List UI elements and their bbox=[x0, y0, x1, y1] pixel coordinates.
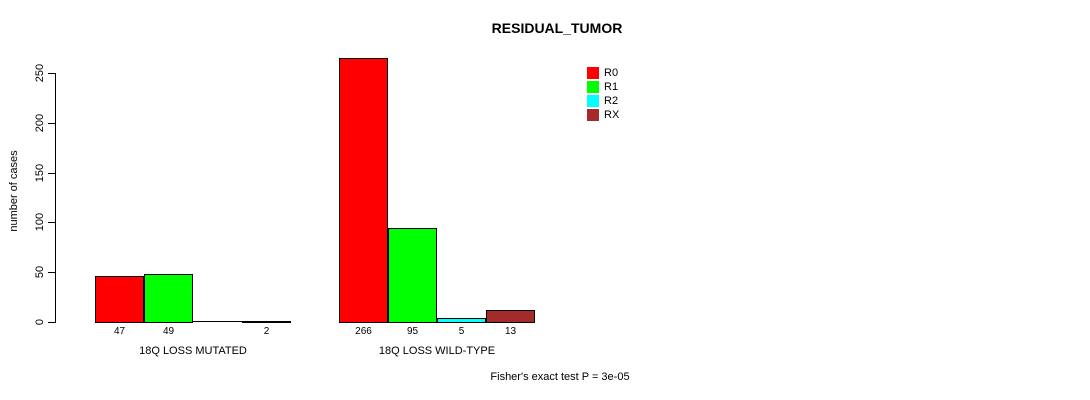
bar-value-label: 2 bbox=[263, 326, 270, 337]
legend-item: R2 bbox=[587, 94, 619, 108]
bar bbox=[144, 274, 193, 323]
stat-note: Fisher's exact test P = 3e-05 bbox=[490, 371, 630, 383]
legend-item: R0 bbox=[587, 66, 619, 80]
y-tick bbox=[48, 222, 55, 223]
y-tick bbox=[48, 123, 55, 124]
y-axis-label: number of cases bbox=[8, 150, 20, 232]
legend: R0 R1 R2 RX bbox=[587, 66, 619, 122]
bar-value-label: 49 bbox=[162, 326, 175, 337]
bar bbox=[95, 276, 144, 323]
bar-value-label: 95 bbox=[406, 326, 419, 337]
bar bbox=[437, 318, 486, 323]
bar-value-label: 13 bbox=[504, 326, 517, 337]
category-label: 18Q LOSS WILD-TYPE bbox=[378, 345, 496, 357]
legend-item: RX bbox=[587, 108, 619, 122]
bar bbox=[486, 310, 535, 323]
y-tick-label: 250 bbox=[34, 63, 46, 83]
legend-swatch-icon bbox=[587, 109, 599, 121]
legend-label: R2 bbox=[604, 95, 619, 107]
legend-swatch-icon bbox=[587, 67, 599, 79]
y-tick-label: 0 bbox=[34, 318, 46, 326]
y-tick bbox=[48, 73, 55, 74]
y-tick-label: 200 bbox=[34, 113, 46, 133]
legend-item: R1 bbox=[587, 80, 619, 94]
bar-value-label: 47 bbox=[113, 326, 126, 337]
y-tick-label: 100 bbox=[34, 212, 46, 232]
y-tick-label: 150 bbox=[34, 163, 46, 183]
bar bbox=[242, 321, 291, 323]
bar bbox=[339, 58, 388, 323]
category-label: 18Q LOSS MUTATED bbox=[139, 345, 247, 357]
y-tick bbox=[48, 322, 55, 323]
bar bbox=[388, 228, 437, 323]
bar-value-label: 5 bbox=[458, 326, 465, 337]
legend-label: R0 bbox=[604, 67, 619, 79]
y-axis-line bbox=[55, 73, 56, 323]
y-tick-label: 50 bbox=[34, 265, 46, 279]
bar bbox=[193, 321, 242, 322]
y-tick bbox=[48, 272, 55, 273]
legend-label: R1 bbox=[604, 81, 619, 93]
y-tick bbox=[48, 173, 55, 174]
legend-label: RX bbox=[604, 109, 620, 121]
bar-value-label: 266 bbox=[355, 326, 372, 337]
legend-swatch-icon bbox=[587, 95, 599, 107]
legend-swatch-icon bbox=[587, 81, 599, 93]
chart-title: RESIDUAL_TUMOR bbox=[491, 20, 623, 36]
